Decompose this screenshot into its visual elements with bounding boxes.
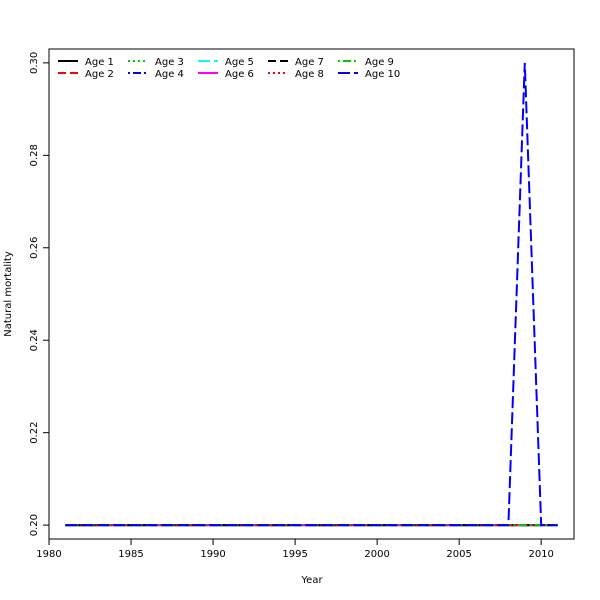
series-line-age-10 [65, 62, 558, 527]
x-tick-label: 2000 [364, 549, 389, 560]
y-axis: 0.20 0.22 0.24 0.26 0.28 0.30 [29, 52, 50, 536]
series-layer [65, 62, 558, 527]
x-tick-label: 2005 [446, 549, 471, 560]
legend-label-age-9: Age 9 [365, 57, 394, 68]
legend-label-age-1: Age 1 [85, 57, 114, 68]
x-tick-label: 1985 [118, 549, 143, 560]
y-tick-label: 0.30 [29, 52, 40, 74]
plot-frame [48, 48, 575, 540]
legend-label-age-8: Age 8 [295, 69, 324, 80]
y-tick-label: 0.28 [29, 144, 40, 166]
legend-label-age-7: Age 7 [295, 57, 324, 68]
legend-label-age-3: Age 3 [155, 57, 184, 68]
x-tick-label: 1980 [36, 549, 61, 560]
y-tick-label: 0.20 [29, 514, 40, 536]
x-tick-label: 2010 [528, 549, 553, 560]
y-tick-label: 0.22 [29, 422, 40, 444]
legend-label-age-10: Age 10 [365, 69, 400, 80]
legend-label-age-6: Age 6 [225, 69, 254, 80]
legend-label-age-4: Age 4 [155, 69, 184, 80]
legend-label-age-5: Age 5 [225, 57, 254, 68]
x-axis: 1980 1985 1990 1995 2000 2005 2010 [36, 538, 554, 560]
y-axis-title: Natural mortality [3, 251, 14, 337]
x-tick-label: 1995 [282, 549, 307, 560]
x-tick-label: 1990 [200, 549, 225, 560]
y-tick-label: 0.26 [29, 237, 40, 259]
legend-label-age-2: Age 2 [85, 69, 114, 80]
x-axis-title: Year [300, 575, 323, 586]
y-tick-label: 0.24 [29, 329, 40, 351]
